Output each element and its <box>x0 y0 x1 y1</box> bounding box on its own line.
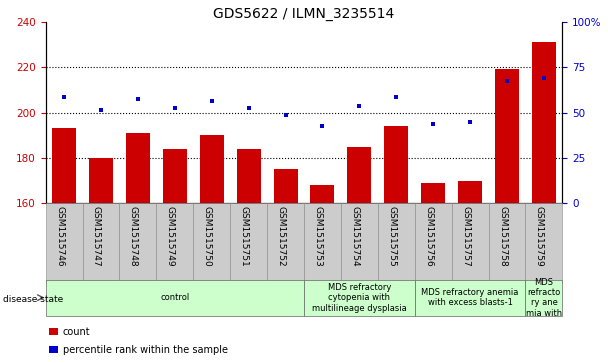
Bar <box>126 133 150 203</box>
Bar <box>83 203 119 283</box>
Bar <box>347 147 371 203</box>
Text: GSM1515755: GSM1515755 <box>387 206 396 266</box>
Bar <box>415 203 452 283</box>
Bar <box>384 126 409 203</box>
Bar <box>525 280 562 316</box>
Bar <box>421 183 445 203</box>
Text: GSM1515754: GSM1515754 <box>350 206 359 266</box>
Bar <box>452 203 489 283</box>
Text: GSM1515749: GSM1515749 <box>166 206 175 266</box>
Text: GSM1515756: GSM1515756 <box>424 206 433 266</box>
Bar <box>199 135 224 203</box>
Bar <box>46 280 304 316</box>
Bar <box>46 203 83 283</box>
Text: percentile rank within the sample: percentile rank within the sample <box>63 345 227 355</box>
Text: disease state: disease state <box>3 295 63 304</box>
Bar <box>49 346 58 354</box>
Bar <box>193 203 230 283</box>
Text: GSM1515759: GSM1515759 <box>535 206 544 266</box>
Text: GSM1515746: GSM1515746 <box>55 206 64 266</box>
Bar <box>415 280 525 316</box>
Text: GSM1515747: GSM1515747 <box>92 206 101 266</box>
Bar <box>532 42 556 203</box>
Bar <box>237 149 261 203</box>
Text: control: control <box>160 293 190 302</box>
Bar <box>458 180 482 203</box>
Text: GSM1515751: GSM1515751 <box>240 206 249 266</box>
Text: GSM1515758: GSM1515758 <box>498 206 507 266</box>
Bar <box>274 169 297 203</box>
Bar <box>304 203 341 283</box>
Text: GSM1515753: GSM1515753 <box>314 206 322 266</box>
Bar <box>489 203 525 283</box>
Text: GSM1515750: GSM1515750 <box>202 206 212 266</box>
Bar <box>311 185 334 203</box>
Text: GSM1515757: GSM1515757 <box>461 206 470 266</box>
Bar <box>89 158 113 203</box>
Text: GSM1515752: GSM1515752 <box>277 206 286 266</box>
Bar <box>119 203 156 283</box>
Bar <box>49 328 58 335</box>
Bar <box>341 203 378 283</box>
Text: MDS refractory anemia
with excess blasts-1: MDS refractory anemia with excess blasts… <box>421 288 519 307</box>
Bar <box>52 129 76 203</box>
Text: count: count <box>63 327 90 337</box>
Bar <box>525 203 562 283</box>
Text: GSM1515748: GSM1515748 <box>129 206 138 266</box>
Bar <box>156 203 193 283</box>
Bar <box>230 203 267 283</box>
Title: GDS5622 / ILMN_3235514: GDS5622 / ILMN_3235514 <box>213 7 395 21</box>
Text: MDS
refracto
ry ane
mia with: MDS refracto ry ane mia with <box>526 278 562 318</box>
Bar <box>163 149 187 203</box>
Text: MDS refractory
cytopenia with
multilineage dysplasia: MDS refractory cytopenia with multilinea… <box>312 283 407 313</box>
Bar <box>495 69 519 203</box>
Bar <box>304 280 415 316</box>
Bar <box>267 203 304 283</box>
Bar <box>378 203 415 283</box>
